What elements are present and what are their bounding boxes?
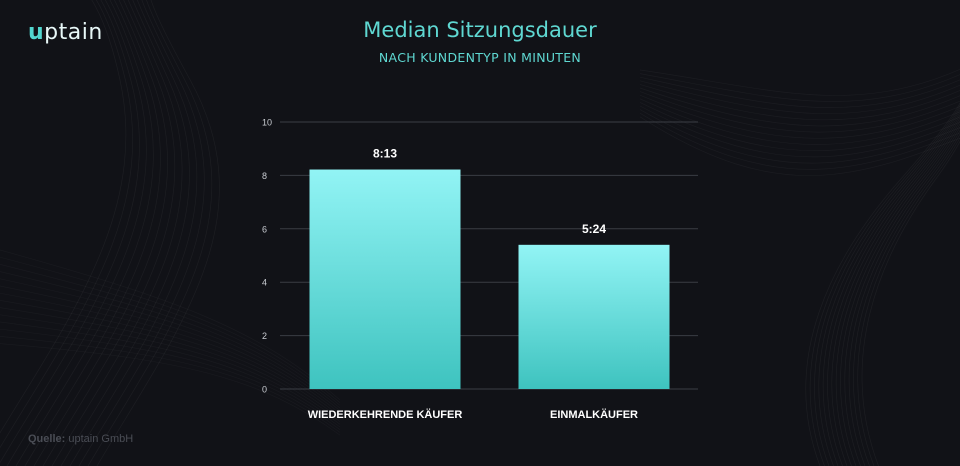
wave-line: [639, 116, 960, 176]
wave-line: [24, 0, 161, 466]
wave-line: [861, 140, 960, 466]
source-label: Quelle:: [28, 433, 66, 445]
y-tick-label: 2: [262, 331, 267, 341]
wave-line: [6, 0, 147, 466]
wave-line: [33, 0, 168, 466]
wave-line: [857, 137, 960, 466]
data-label: 8:13: [373, 147, 397, 161]
wave-line: [639, 102, 960, 152]
wave-line: [87, 0, 213, 466]
wave-line: [814, 106, 960, 466]
bar: [518, 244, 670, 389]
wave-line: [822, 111, 960, 466]
wave-line: [15, 0, 154, 466]
chart-title: Median Sitzungsdauer: [363, 18, 597, 42]
wave-line: [639, 68, 960, 96]
wave-line: [639, 105, 960, 158]
wave-line: [827, 114, 960, 466]
x-category-label: EINMALKÄUFER: [550, 408, 638, 421]
wave-line: [0, 0, 127, 434]
source-note: Quelle: uptain GmbH: [28, 433, 133, 445]
y-tick-label: 4: [262, 278, 267, 288]
data-label: 5:24: [582, 222, 606, 236]
source-text: uptain GmbH: [68, 433, 134, 445]
wave-line: [818, 108, 960, 466]
wave-line: [639, 91, 960, 133]
wave-line: [60, 0, 190, 466]
chart-subtitle: NACH KUNDENTYP IN MINUTEN: [378, 50, 582, 65]
wave-line: [0, 0, 133, 449]
wave-line: [78, 0, 205, 466]
wave-line: [848, 129, 960, 466]
wave-line: [0, 0, 140, 464]
uptain-logo: uptain: [28, 20, 103, 45]
wave-line: [639, 80, 960, 115]
wave-line: [69, 0, 198, 466]
wave-line: [51, 0, 183, 466]
wave-line: [639, 109, 960, 164]
wave-line: [831, 116, 960, 466]
y-tick-label: 0: [262, 385, 267, 395]
bar: [309, 169, 461, 389]
y-tick-label: 6: [262, 224, 267, 234]
wave-line: [844, 126, 960, 466]
wave-line: [96, 0, 220, 466]
wave-line: [42, 0, 176, 466]
wave-line: [639, 87, 960, 127]
wave-line: [639, 73, 960, 102]
wave-line: [805, 102, 960, 466]
wave-line: [639, 112, 960, 170]
wave-line: [853, 133, 960, 466]
wave-line: [639, 84, 960, 121]
wave-line: [809, 104, 960, 466]
y-tick-label: 8: [262, 171, 267, 181]
wave-line: [835, 119, 960, 466]
logo-mark: u: [28, 20, 45, 45]
logo-text: ptain: [44, 20, 103, 45]
x-category-label: WIEDERKEHRENDE KÄUFER: [308, 408, 463, 421]
wave-line: [639, 98, 960, 145]
wave-line: [840, 123, 960, 466]
wave-line: [639, 76, 960, 108]
wave-line: [639, 94, 960, 139]
y-tick-label: 10: [262, 118, 272, 128]
